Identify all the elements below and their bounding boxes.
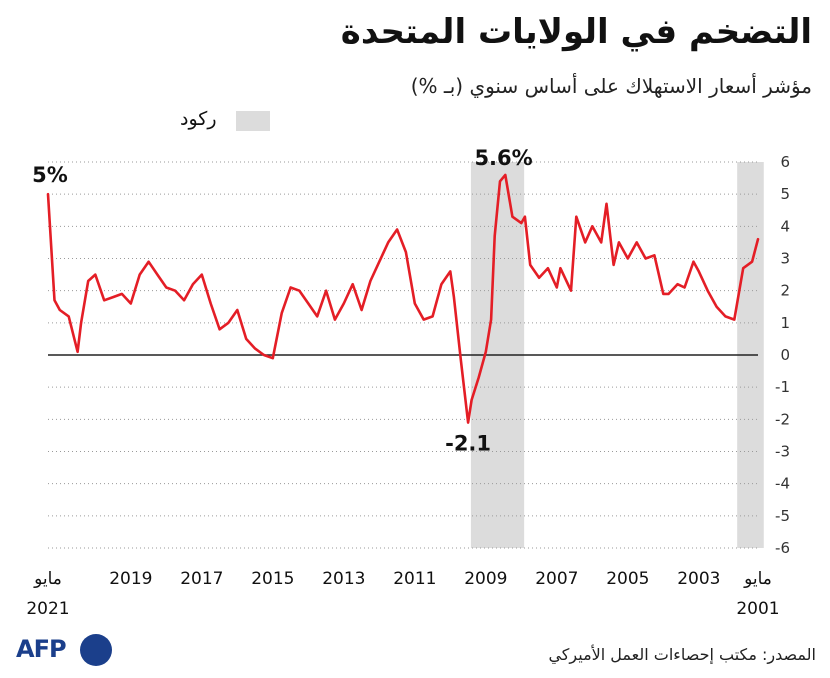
x-tick-label: 2003: [677, 569, 720, 589]
y-tick-label: -4: [775, 475, 790, 493]
chart-title: التضخم في الولايات المتحدة: [340, 12, 812, 52]
y-tick-label: 5: [780, 185, 790, 203]
source-note: المصدر: مكتب إحصاءات العمل الأميركي: [548, 645, 816, 664]
afp-logo: AFP: [16, 634, 116, 666]
y-tick-label: -1: [775, 378, 790, 396]
chart-subtitle: مؤشر أسعار الاستهلاك على أساس سنوي (بـ %…: [410, 74, 812, 98]
y-tick-label: 3: [780, 250, 790, 268]
cpi-line-chart: 6543210-1-2-3-4-5-6مايو20012003200520072…: [26, 146, 790, 619]
x-tick-label: 2011: [393, 569, 436, 589]
y-tick-label: -3: [775, 443, 790, 461]
series-line-cpi: [46, 173, 760, 424]
x-tick-label: 2013: [322, 569, 365, 589]
y-tick-label: -6: [775, 539, 790, 557]
data-annotation: -2.1: [445, 432, 491, 456]
data-annotation: 5.6%: [474, 146, 532, 170]
legend-recession-label: ركود: [180, 108, 217, 130]
afp-logo-text: AFP: [16, 635, 67, 663]
x-tick-label: 2009: [464, 569, 507, 589]
x-tick-label: 2019: [109, 569, 152, 589]
data-annotation: 5%: [32, 163, 68, 187]
x-tick-label: مايو: [743, 569, 772, 589]
y-tick-label: 6: [780, 153, 790, 171]
y-tick-label: -5: [775, 507, 790, 525]
x-tick-label: 2005: [606, 569, 649, 589]
afp-logo-dot: [80, 634, 112, 666]
x-tick-label: 2015: [251, 569, 294, 589]
y-tick-label: -2: [775, 410, 790, 428]
y-tick-label: 0: [780, 346, 790, 364]
y-tick-label: 1: [780, 314, 790, 332]
x-tick-sublabel: 2001: [736, 599, 779, 619]
y-tick-label: 4: [780, 217, 790, 235]
x-tick-label: مايو: [33, 569, 62, 589]
x-tick-label: 2017: [180, 569, 223, 589]
x-tick-label: 2007: [535, 569, 578, 589]
y-tick-label: 2: [780, 282, 790, 300]
x-tick-sublabel: 2021: [26, 599, 69, 619]
legend-recession-swatch: [236, 111, 270, 131]
